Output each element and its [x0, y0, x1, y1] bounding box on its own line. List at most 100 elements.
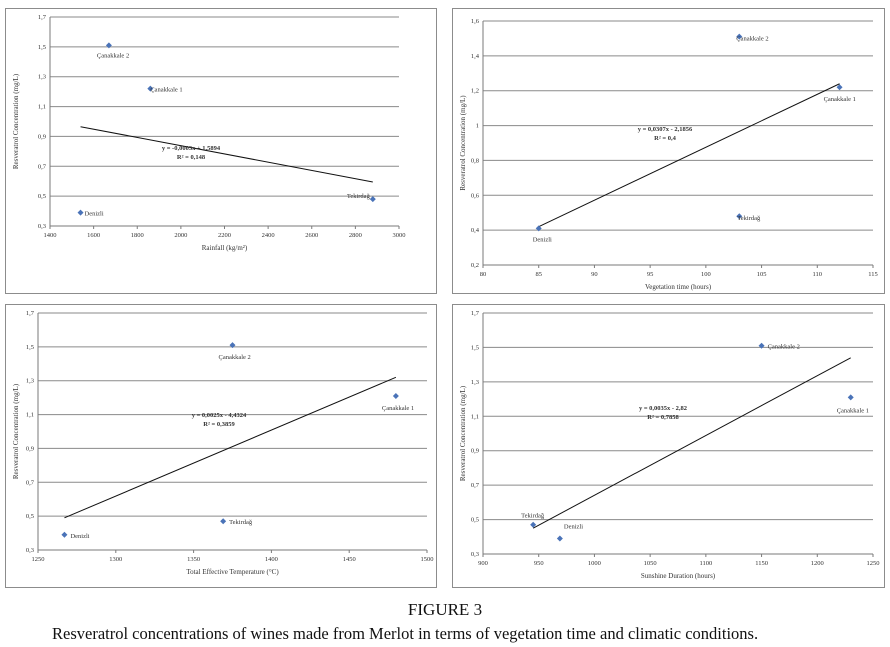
data-point-effective-temperature-canakkale-1 [392, 392, 399, 399]
chart-svg-rainfall: 0,3 0,5 0,7 0,9 1,1 1,3 1,5 1,7 1400 1600 1800 2000… [12, 14, 406, 252]
y-axis-title-vegetation-time: Resveratrol Concentration (mg/L) [459, 95, 467, 191]
x-tick-label-vegetation-time-2: 90 [591, 271, 598, 278]
y-tick-label-effective-temperature-6: 1,5 [26, 344, 34, 351]
chart-svg-sunshine-duration: 0,3 0,5 0,7 0,9 1,1 1,3 1,5 1,7 900 950 1000 1050 11… [459, 310, 880, 580]
data-label-effective-temperature-denizli: Denizli [70, 533, 89, 540]
x-tick-label-effective-temperature-4: 1450 [343, 556, 356, 563]
data-label-rainfall-denizli: Denizli [85, 211, 104, 218]
x-tick-label-sunshine-duration-1: 950 [534, 560, 544, 567]
x-tick-label-vegetation-time-3: 95 [647, 271, 654, 278]
y-tick-label-rainfall-0: 0,3 [38, 223, 46, 230]
x-tick-label-sunshine-duration-4: 1100 [699, 560, 712, 567]
y-tick-label-sunshine-duration-1: 0,5 [471, 517, 479, 524]
trend-r2-vegetation-time: R² = 0,4 [654, 135, 676, 142]
data-point-vegetation-time-tekirdag [736, 213, 743, 220]
y-axis-title-rainfall: Resveratrol Concentration (mg/L) [12, 73, 20, 169]
y-tick-label-effective-temperature-3: 0,9 [26, 445, 34, 452]
x-axis-title-rainfall: Rainfall (kg/m²) [202, 244, 248, 252]
x-tick-label-vegetation-time-4: 100 [701, 271, 711, 278]
trend-equation-sunshine-duration: y = 0,0035x - 2,82 [639, 405, 687, 412]
data-point-sunshine-duration-canakkale-1 [847, 394, 854, 401]
data-label-vegetation-time-denizli: Denizli [533, 236, 552, 243]
chart-svg-vegetation-time: 0,2 0,4 0,6 0,8 1 1,2 1,4 1,6 80 85 90 95 100 105 110 1… [459, 18, 878, 291]
x-axis-title-sunshine-duration: Sunshine Duration (hours) [641, 572, 716, 580]
y-tick-label-rainfall-7: 1,7 [38, 14, 47, 21]
y-tick-label-rainfall-5: 1,3 [38, 74, 46, 81]
trendline-effective-temperature [64, 376, 397, 519]
data-point-effective-temperature-canakkale-2 [229, 342, 236, 349]
y-tick-label-effective-temperature-5: 1,3 [26, 378, 34, 385]
data-point-rainfall-denizli [77, 209, 84, 216]
y-tick-label-vegetation-time-7: 1,6 [471, 18, 480, 25]
data-label-vegetation-time-canakkale-2: Çanakkale 2 [736, 36, 768, 43]
trend-equation-effective-temperature: y = 0,0025x - 4,4324 [192, 412, 247, 419]
trendline-vegetation-time [538, 83, 840, 228]
y-tick-label-rainfall-2: 0,7 [38, 163, 47, 170]
data-label-vegetation-time-canakkale-1: Çanakkale 1 [824, 96, 856, 103]
y-axis-title-sunshine-duration: Resveratrol Concentration (mg/L) [459, 385, 467, 481]
x-tick-label-rainfall-8: 3000 [393, 232, 406, 239]
data-point-vegetation-time-canakkale-1 [836, 84, 843, 91]
trendline-sunshine-duration [532, 357, 851, 529]
y-tick-label-sunshine-duration-0: 0,3 [471, 551, 479, 558]
x-axis-title-vegetation-time: Vegetation time (hours) [645, 283, 712, 291]
x-tick-label-vegetation-time-0: 80 [480, 271, 487, 278]
x-tick-label-rainfall-6: 2600 [305, 232, 318, 239]
data-point-vegetation-time-canakkale-2 [736, 33, 743, 40]
y-tick-label-vegetation-time-1: 0,4 [471, 227, 480, 234]
data-point-sunshine-duration-denizli [556, 535, 563, 542]
y-tick-label-effective-temperature-1: 0,5 [26, 513, 34, 520]
chart-panel-rainfall: 0,3 0,5 0,7 0,9 1,1 1,3 1,5 1,7 1400 1600 1800 2000… [5, 8, 437, 294]
x-axis-title-effective-temperature: Total Effective Temperature (°C) [186, 568, 279, 576]
x-tick-label-sunshine-duration-5: 1150 [755, 560, 768, 567]
data-label-rainfall-canakkale-2: Çanakkale 2 [97, 52, 129, 59]
chart-panel-vegetation-time: 0,2 0,4 0,6 0,8 1 1,2 1,4 1,6 80 85 90 95 100 105 110 1… [452, 8, 885, 294]
x-tick-label-effective-temperature-0: 1250 [32, 556, 45, 563]
y-tick-label-effective-temperature-0: 0,3 [26, 547, 34, 554]
x-tick-label-rainfall-1: 1600 [87, 232, 100, 239]
x-tick-label-sunshine-duration-6: 1200 [811, 560, 824, 567]
x-tick-label-rainfall-5: 2400 [262, 232, 275, 239]
data-label-sunshine-duration-canakkale-1: Çanakkale 1 [837, 407, 869, 414]
trendline-rainfall [80, 126, 373, 183]
figure-caption: Resveratrol concentrations of wines made… [52, 624, 759, 643]
y-tick-label-vegetation-time-5: 1,2 [471, 88, 479, 95]
data-label-sunshine-duration-denizli: Denizli [564, 524, 583, 531]
x-tick-label-effective-temperature-5: 1500 [421, 556, 434, 563]
x-tick-label-sunshine-duration-7: 1250 [867, 560, 880, 567]
y-tick-label-vegetation-time-2: 0,6 [471, 192, 480, 199]
trend-equation-vegetation-time: y = 0,0307x - 2,1856 [638, 126, 693, 133]
x-tick-label-sunshine-duration-2: 1000 [588, 560, 601, 567]
data-label-sunshine-duration-tekirdag: Tekirdağ [521, 513, 545, 520]
data-point-sunshine-duration-canakkale-2 [758, 342, 765, 349]
x-tick-label-vegetation-time-1: 85 [535, 271, 542, 278]
data-label-rainfall-canakkale-1: Çanakkale 1 [150, 87, 182, 94]
data-point-rainfall-tekirdag [369, 196, 376, 203]
y-tick-label-vegetation-time-3: 0,8 [471, 157, 479, 164]
y-tick-label-sunshine-duration-7: 1,7 [471, 310, 480, 317]
data-label-effective-temperature-canakkale-2: Çanakkale 2 [219, 354, 251, 361]
data-point-rainfall-canakkale-2 [105, 42, 112, 49]
data-label-vegetation-time-tekirdag: Tekirdağ [737, 215, 761, 222]
x-tick-label-rainfall-7: 2800 [349, 232, 362, 239]
data-label-effective-temperature-tekirdag: Tekirdağ [229, 519, 253, 526]
data-point-rainfall-canakkale-1 [147, 85, 154, 92]
data-label-sunshine-duration-canakkale-2: Çanakkale 2 [768, 344, 800, 351]
y-tick-label-sunshine-duration-5: 1,3 [471, 379, 479, 386]
y-tick-label-sunshine-duration-2: 0,7 [471, 482, 480, 489]
chart-panel-sunshine-duration: 0,3 0,5 0,7 0,9 1,1 1,3 1,5 1,7 900 950 1000 1050 11… [452, 304, 885, 588]
data-point-effective-temperature-denizli [61, 531, 68, 538]
data-point-sunshine-duration-tekirdag [530, 521, 537, 528]
chart-panel-effective-temperature: 0,3 0,5 0,7 0,9 1,1 1,3 1,5 1,7 1250 1300 1350 1400… [5, 304, 437, 588]
y-tick-label-rainfall-1: 0,5 [38, 193, 46, 200]
data-label-rainfall-tekirdag: Tekirdağ [347, 193, 371, 200]
x-tick-label-rainfall-3: 2000 [174, 232, 187, 239]
y-tick-label-effective-temperature-4: 1,1 [26, 412, 34, 419]
y-tick-label-vegetation-time-0: 0,2 [471, 262, 479, 269]
y-tick-label-sunshine-duration-4: 1,1 [471, 413, 479, 420]
y-tick-label-vegetation-time-6: 1,4 [471, 53, 480, 60]
y-tick-label-rainfall-4: 1,1 [38, 104, 46, 111]
y-tick-label-effective-temperature-2: 0,7 [26, 479, 35, 486]
x-tick-label-rainfall-0: 1400 [44, 232, 57, 239]
trend-r2-rainfall: R² = 0,148 [177, 154, 206, 161]
